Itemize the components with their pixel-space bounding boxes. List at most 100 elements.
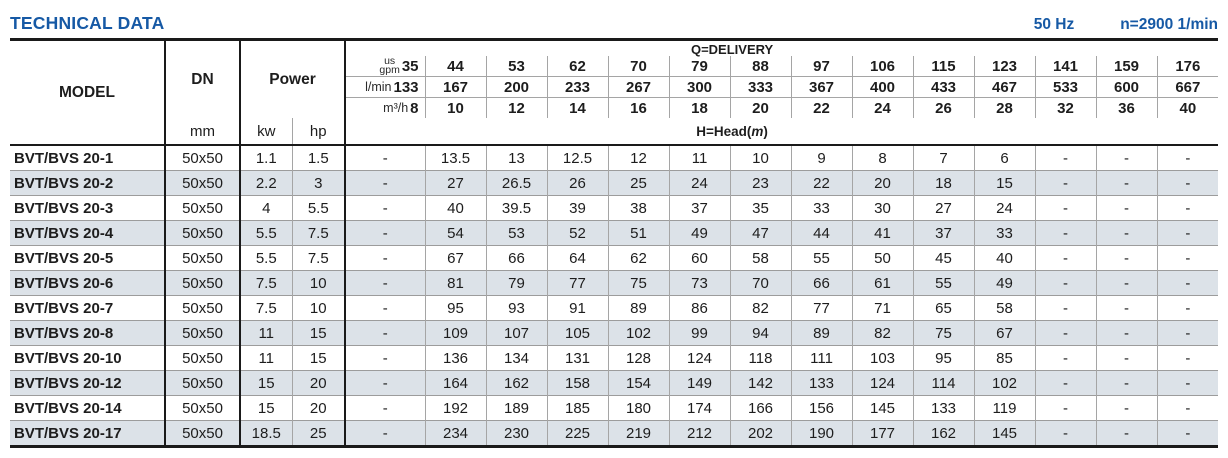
- head-value: -: [1034, 320, 1097, 346]
- head-value: 91: [546, 295, 609, 321]
- head-value: 26: [546, 170, 609, 196]
- kw-value: 1.1: [239, 145, 292, 171]
- dn-value: 50x50: [164, 245, 240, 271]
- head-value: 77: [546, 270, 609, 296]
- model-name: BVT/BVS 20-12: [10, 370, 165, 396]
- head-value: 49: [668, 220, 731, 246]
- head-value: 162: [912, 420, 975, 447]
- head-value: -: [1095, 220, 1158, 246]
- flow-value: 10: [424, 97, 487, 118]
- head-value: -: [1156, 420, 1219, 447]
- head-value: 107: [485, 320, 548, 346]
- head-value: 6: [973, 145, 1036, 171]
- flow-row-m3h: m³/h 8 10 12 14 16 18 20 22 24 26 28 32 36 40: [10, 97, 1219, 118]
- head-value: 180: [607, 395, 670, 421]
- head-value: -: [344, 370, 426, 396]
- head-value: 230: [485, 420, 548, 447]
- head-value: 66: [485, 245, 548, 271]
- flow-value: 24: [851, 97, 914, 118]
- head-value: 154: [607, 370, 670, 396]
- flow-value: 176: [1156, 56, 1219, 77]
- head-value: 156: [790, 395, 853, 421]
- technical-data-table: MODEL DN Power Q=DELIVERY us gpm 35 44 53…: [10, 38, 1219, 448]
- model-name: BVT/BVS 20-1: [14, 149, 114, 167]
- head-value: -: [1034, 345, 1097, 371]
- flow-value: 106: [851, 56, 914, 77]
- head-value: 12: [607, 145, 670, 171]
- flow-value: 141: [1034, 56, 1097, 77]
- table-row: BVT/BVS 20-2 50x50 2.2 3-27 26.5 26 25 24 23 22 20…: [10, 170, 1219, 196]
- head-value: 82: [729, 295, 792, 321]
- head-value: 60: [668, 245, 731, 271]
- flow-value: 667: [1156, 76, 1219, 98]
- head-value: 37: [668, 195, 731, 221]
- kw-value: 11: [239, 320, 292, 346]
- head-value: 177: [851, 420, 914, 447]
- table-row: BVT/BVS 20-5 50x50 5.5 7.5-67 66 64 62 60 58 55 50…: [10, 245, 1219, 271]
- head-value: -: [1095, 420, 1158, 447]
- head-label-m: m: [751, 123, 764, 139]
- head-value: 85: [973, 345, 1036, 371]
- flow-value: 8: [410, 99, 419, 117]
- head-value: 27: [912, 195, 975, 221]
- table-body: BVT/BVS 20-1 50x50 1.1 1.5-13.5 13 12.5 12 11 10…: [10, 145, 1219, 447]
- head-value: 93: [485, 295, 548, 321]
- head-value: 13: [485, 145, 548, 171]
- hp-value: 7.5: [291, 245, 346, 271]
- hp-value: 20: [291, 370, 346, 396]
- head-value: 111: [790, 345, 853, 371]
- model-header: MODEL: [10, 39, 165, 146]
- head-value: 133: [790, 370, 853, 396]
- head-value: 133: [912, 395, 975, 421]
- head-value: -: [1034, 245, 1097, 271]
- table-row: BVT/BVS 20-7 50x50 7.5 10-95 93 91 89 86 82 77 71 6…: [10, 295, 1219, 321]
- model-name: BVT/BVS 20-2: [10, 170, 165, 196]
- m3h-unit-label: m³/h: [383, 101, 409, 115]
- dn-value: 50x50: [164, 295, 240, 321]
- flow-value: 18: [668, 97, 731, 118]
- head-value: -: [1095, 370, 1158, 396]
- head-value: 134: [485, 345, 548, 371]
- flow-value: 200: [485, 76, 548, 98]
- hp-unit-label: hp: [291, 118, 346, 146]
- kw-unit-label: kw: [239, 118, 292, 146]
- flow-value: 32: [1034, 97, 1097, 118]
- head-value: 162: [485, 370, 548, 396]
- flow-value: 28: [973, 97, 1036, 118]
- head-value: 30: [851, 195, 914, 221]
- table-row: BVT/BVS 20-14 50x50 15 20-192 189 185 180 174 16…: [10, 395, 1219, 421]
- kw-value: 7.5: [239, 295, 292, 321]
- head-value: 158: [546, 370, 609, 396]
- head-value: 212: [668, 420, 731, 447]
- flow-value: 20: [729, 97, 792, 118]
- head-value: 89: [790, 320, 853, 346]
- dn-value: 50x50: [164, 420, 240, 447]
- hp-value: 10: [291, 295, 346, 321]
- head-value: 25: [607, 170, 670, 196]
- model-name: BVT/BVS 20-4: [10, 220, 165, 246]
- head-value: -: [344, 220, 426, 246]
- flow-value: 40: [1156, 97, 1219, 118]
- flow-value: 35: [401, 57, 419, 75]
- hp-value: 7.5: [291, 220, 346, 246]
- head-value: -: [1156, 370, 1219, 396]
- spec-labels: 50 Hz n=2900 1/min: [1034, 16, 1218, 34]
- flow-value: 62: [546, 56, 609, 77]
- flow-value: 88: [729, 56, 792, 77]
- head-value: -: [1156, 295, 1219, 321]
- dn-header: DN: [164, 39, 240, 118]
- head-value: 145: [973, 420, 1036, 447]
- head-value: 24: [668, 170, 731, 196]
- head-value: 47: [729, 220, 792, 246]
- flow-value: 167: [424, 76, 487, 98]
- head-value: 190: [790, 420, 853, 447]
- head-value: 94: [729, 320, 792, 346]
- head-value: -: [1095, 170, 1158, 196]
- head-value: 55: [790, 245, 853, 271]
- flow-value: 12: [485, 97, 548, 118]
- dn-value: 50x50: [164, 145, 240, 171]
- flow-row-lmin: l/min 133 167 200 233 267 300 333 367 400 433 467…: [10, 76, 1219, 98]
- flow-value: 97: [790, 56, 853, 77]
- head-value: 145: [851, 395, 914, 421]
- frequency-label: 50 Hz: [1033, 16, 1075, 33]
